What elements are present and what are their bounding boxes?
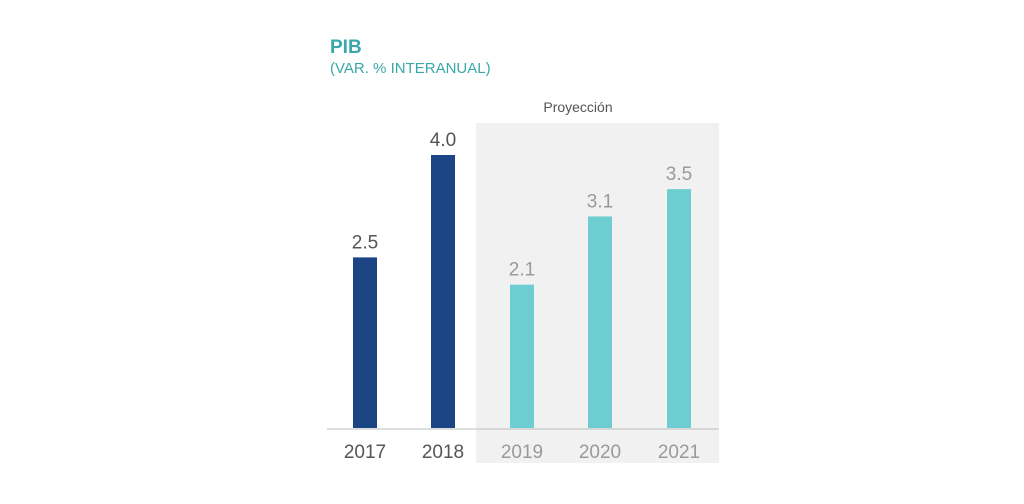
value-label-2017: 2.5 [352, 232, 378, 253]
value-label-2018: 4.0 [430, 130, 456, 151]
chart-subtitle: (VAR. % INTERANUAL) [330, 60, 491, 77]
x-tick-label-2017: 2017 [344, 442, 386, 463]
bar-2017 [353, 257, 377, 428]
x-tick-label-2019: 2019 [501, 442, 543, 463]
bar-2019 [510, 284, 534, 428]
value-label-2019: 2.1 [509, 260, 535, 281]
projection-label: Proyección [543, 99, 612, 115]
bar-2018 [431, 155, 455, 428]
value-label-2021: 3.5 [666, 164, 692, 185]
value-label-2020: 3.1 [587, 191, 613, 212]
bar-2020 [588, 216, 612, 428]
x-tick-label-2020: 2020 [579, 442, 621, 463]
x-tick-label-2021: 2021 [658, 442, 700, 463]
chart-title: PIB [330, 37, 362, 58]
bar-2021 [667, 189, 691, 428]
x-tick-label-2018: 2018 [422, 442, 464, 463]
